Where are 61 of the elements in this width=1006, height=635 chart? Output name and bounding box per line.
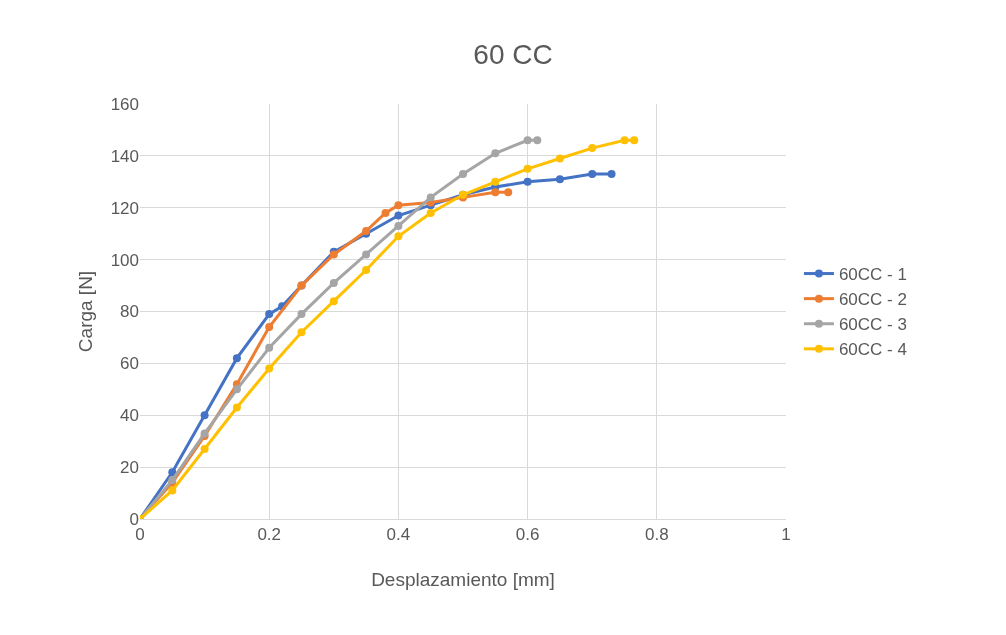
x-tick-label: 0.2: [257, 525, 282, 545]
point: [491, 188, 500, 197]
point: [588, 144, 597, 153]
x-tick-label: 0.8: [644, 525, 669, 545]
y-tick-label: 100: [110, 250, 139, 270]
point: [394, 221, 403, 230]
point: [426, 208, 435, 217]
point: [394, 201, 403, 210]
point: [394, 211, 403, 220]
point: [168, 486, 177, 495]
point: [297, 328, 306, 337]
y-tick-label: 40: [120, 406, 139, 426]
y-tick-label: 160: [110, 94, 139, 114]
point: [232, 354, 241, 363]
point: [523, 136, 532, 145]
point: [523, 164, 532, 173]
y-tick-label: 0: [129, 509, 139, 529]
legend-label: 60CC - 3: [838, 315, 907, 335]
point: [297, 310, 306, 319]
point: [329, 278, 338, 287]
point: [459, 170, 467, 179]
point: [232, 385, 241, 394]
x-axis-title: Desplazamiento [mm]: [371, 569, 555, 590]
x-tick-label: 1: [781, 525, 791, 545]
y-tick-label: 140: [110, 146, 139, 166]
point: [555, 175, 564, 184]
legend-label: 60CC - 1: [838, 265, 907, 285]
point: [555, 154, 564, 163]
point: [491, 177, 500, 186]
point: [265, 323, 274, 332]
y-tick-label: 120: [110, 198, 139, 218]
point: [533, 136, 542, 145]
legend-label: 60CC - 4: [838, 340, 907, 360]
point: [394, 232, 403, 241]
point: [362, 250, 371, 259]
y-tick-label: 60: [120, 354, 139, 374]
point: [620, 136, 629, 145]
point: [232, 403, 241, 412]
point: [607, 170, 616, 179]
point: [265, 364, 274, 373]
x-tick-label: 0.6: [515, 525, 540, 545]
legend-label: 60CC - 2: [838, 290, 907, 310]
y-axis-title: Carga [N]: [75, 270, 96, 353]
point: [200, 444, 209, 453]
point: [265, 310, 274, 319]
point: [504, 188, 513, 197]
point: [362, 266, 371, 274]
point: [168, 468, 177, 477]
point: [491, 149, 500, 158]
x-tick-label: 0.4: [386, 525, 411, 545]
point: [329, 297, 338, 306]
point: [426, 193, 435, 202]
point: [630, 136, 639, 145]
chart-title: 60 CC: [473, 39, 553, 71]
y-tick-label: 80: [120, 302, 139, 322]
point: [200, 411, 209, 420]
point: [588, 170, 597, 179]
point: [381, 208, 390, 217]
point: [265, 343, 274, 352]
point: [523, 177, 532, 186]
y-tick-label: 20: [120, 458, 139, 478]
